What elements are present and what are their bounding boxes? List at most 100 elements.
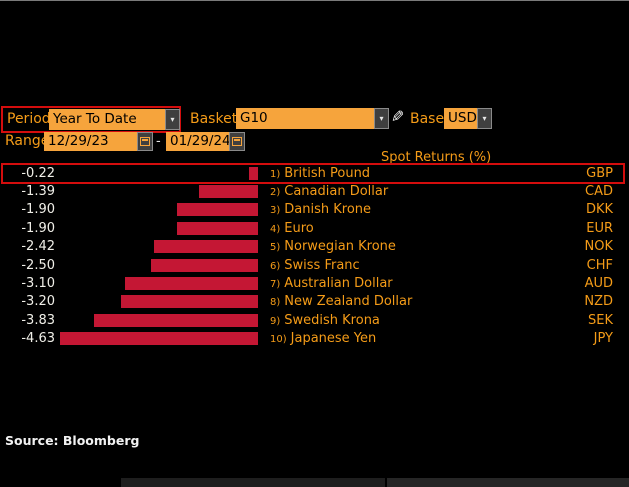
row-name: Swiss Franc [284, 257, 360, 273]
chart-row[interactable]: -3.20 8) New Zealand Dollar NZD [0, 293, 629, 311]
row-value: -1.39 [21, 184, 55, 200]
range-label: Range [5, 133, 50, 149]
row-code: AUD [584, 276, 613, 292]
row-rank: 9) [270, 315, 281, 327]
source-credit: Source: Bloomberg [5, 433, 140, 448]
row-bar [199, 185, 258, 199]
period-label: Period [7, 111, 51, 127]
row-value: -2.42 [21, 239, 55, 255]
period-dropdown-button[interactable]: ▾ [165, 109, 180, 130]
row-name: Canadian Dollar [284, 184, 389, 200]
chart-row[interactable]: -1.39 2) Canadian Dollar CAD [0, 182, 629, 200]
row-bar [94, 313, 258, 327]
base-select[interactable]: USD [444, 108, 479, 129]
row-label: 2) Canadian Dollar [270, 184, 563, 199]
row-value: -1.90 [21, 220, 55, 236]
row-code: GBP [586, 165, 613, 181]
row-value: -2.50 [21, 257, 55, 273]
row-bar [249, 166, 258, 180]
chevron-down-icon: ▾ [170, 114, 175, 124]
taskbar-segment [121, 478, 385, 487]
base-label: Base [410, 111, 445, 127]
range-separator: - [156, 134, 161, 149]
chart-row[interactable]: -2.42 5) Norwegian Krone NOK [0, 238, 629, 256]
row-code: EUR [586, 220, 613, 236]
row-bar [177, 203, 258, 217]
window-top-border [0, 0, 629, 1]
row-bar [60, 332, 258, 346]
row-label: 7) Australian Dollar [270, 276, 563, 291]
row-name: Australian Dollar [284, 276, 393, 292]
range-end-input[interactable]: 01/29/24 [166, 132, 231, 151]
row-rank: 2) [270, 187, 281, 199]
period-select[interactable]: Year To Date [49, 109, 170, 130]
row-rank: 3) [270, 205, 281, 217]
row-bar-track [55, 277, 258, 291]
row-name: British Pound [284, 165, 371, 181]
row-code: CAD [585, 184, 613, 200]
row-name: Euro [284, 220, 314, 236]
base-dropdown-button[interactable]: ▾ [477, 108, 492, 129]
row-rank: 6) [270, 260, 281, 272]
row-value: -3.10 [21, 276, 55, 292]
row-bar-track [55, 240, 258, 254]
range-start-calendar-button[interactable] [137, 132, 153, 151]
range-end-calendar-button[interactable] [229, 132, 245, 151]
row-label: 8) New Zealand Dollar [270, 294, 563, 309]
row-bar-track [55, 185, 258, 199]
row-label: 3) Danish Krone [270, 202, 563, 217]
row-label: 9) Swedish Krona [270, 313, 563, 328]
chart-title: Spot Returns (%) [381, 150, 492, 165]
basket-dropdown-button[interactable]: ▾ [374, 108, 389, 129]
row-code: JPY [593, 331, 613, 347]
chart-row[interactable]: -3.83 9) Swedish Krona SEK [0, 311, 629, 329]
row-bar-track [55, 332, 258, 346]
row-code: NOK [584, 239, 613, 255]
chart-row[interactable]: -1.90 3) Danish Krone DKK [0, 201, 629, 219]
row-bar-track [55, 295, 258, 309]
row-value: -3.83 [21, 312, 55, 328]
row-bar-track [55, 221, 258, 235]
row-bar-track [55, 258, 258, 272]
row-value: -4.63 [21, 331, 55, 347]
row-label: 6) Swiss Franc [270, 258, 563, 273]
basket-select[interactable]: G10 [236, 108, 377, 129]
chart-row[interactable]: -0.22 1) British Pound GBP [0, 164, 629, 182]
row-code: SEK [588, 312, 613, 328]
row-rank: 8) [270, 297, 281, 309]
chart-row[interactable]: -1.90 4) Euro EUR [0, 219, 629, 237]
chart-rows: -0.22 1) British Pound GBP -1.39 2) Canadi… [0, 164, 629, 348]
calendar-icon [232, 137, 242, 146]
row-label: 10) Japanese Yen [270, 331, 563, 346]
row-rank: 4) [270, 223, 281, 235]
row-value: -3.20 [21, 294, 55, 310]
row-name: Norwegian Krone [284, 239, 396, 255]
row-rank: 7) [270, 279, 281, 291]
row-label: 1) British Pound [270, 166, 563, 181]
row-bar [121, 295, 258, 309]
chevron-down-icon: ▾ [379, 113, 384, 123]
chart-row[interactable]: -2.50 6) Swiss Franc CHF [0, 256, 629, 274]
chart-row[interactable]: -3.10 7) Australian Dollar AUD [0, 274, 629, 292]
row-bar-track [55, 203, 258, 217]
row-code: DKK [585, 202, 613, 218]
row-bar [125, 277, 258, 291]
row-label: 4) Euro [270, 221, 563, 236]
basket-label: Basket [190, 111, 238, 127]
row-rank: 5) [270, 242, 281, 254]
row-name: Japanese Yen [290, 331, 377, 347]
chart-row[interactable]: -4.63 10) Japanese Yen JPY [0, 330, 629, 348]
row-value: -0.22 [21, 165, 55, 181]
row-bar [151, 258, 258, 272]
range-start-input[interactable]: 12/29/23 [44, 132, 138, 151]
row-name: Danish Krone [284, 202, 372, 218]
row-bar [154, 240, 258, 254]
chevron-down-icon: ▾ [482, 113, 487, 123]
edit-pencil-icon[interactable]: ✎ [391, 107, 405, 126]
calendar-icon [140, 137, 150, 146]
row-code: CHF [586, 257, 613, 273]
row-rank: 10) [270, 334, 287, 346]
row-code: NZD [584, 294, 613, 310]
taskbar-segment [387, 478, 629, 487]
